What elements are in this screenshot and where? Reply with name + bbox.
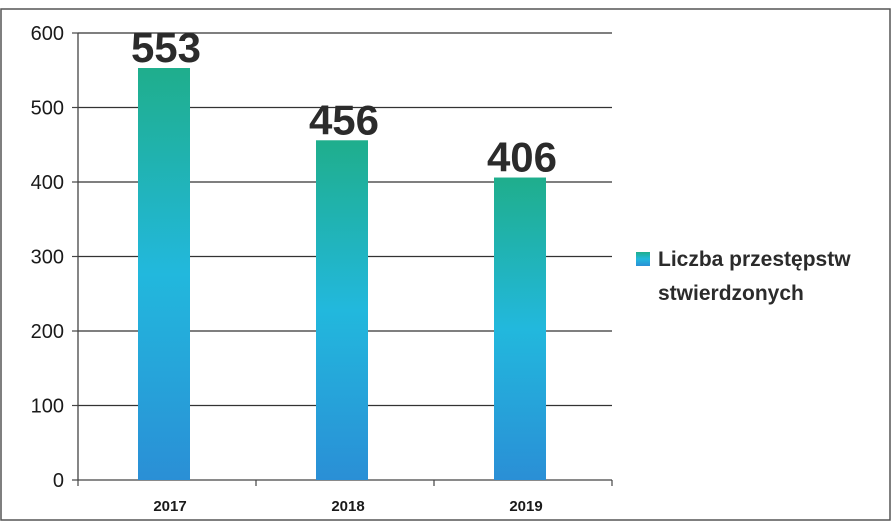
x-tick-label-2017: 2017 [153, 498, 186, 515]
data-label-2019: 406 [487, 134, 557, 181]
y-tick-label: 400 [31, 172, 64, 194]
legend-line-1: Liczba przestępstw [658, 248, 851, 271]
legend: Liczba przestępstw stwierdzonych [636, 248, 851, 305]
y-tick-label: 500 [31, 98, 64, 120]
data-label-2018: 456 [309, 96, 379, 143]
y-tick-label: 600 [31, 23, 64, 45]
y-tick-label: 300 [31, 247, 64, 269]
x-tick-label-2018: 2018 [331, 498, 364, 515]
data-label-2017: 553 [131, 24, 201, 71]
legend-swatch [636, 252, 650, 266]
y-tick-label: 100 [31, 396, 64, 418]
bar-2019 [494, 177, 546, 480]
y-tick-label: 0 [53, 470, 64, 492]
y-tick-label: 200 [31, 321, 64, 343]
chart-frame [0, 8, 891, 521]
bar-2017 [138, 68, 190, 480]
x-tick-label-2019: 2019 [509, 498, 542, 515]
bars [138, 68, 546, 480]
bar-2018 [316, 140, 368, 480]
data-labels: 553 456 406 [131, 24, 557, 181]
legend-line-2: stwierdzonych [658, 282, 804, 305]
